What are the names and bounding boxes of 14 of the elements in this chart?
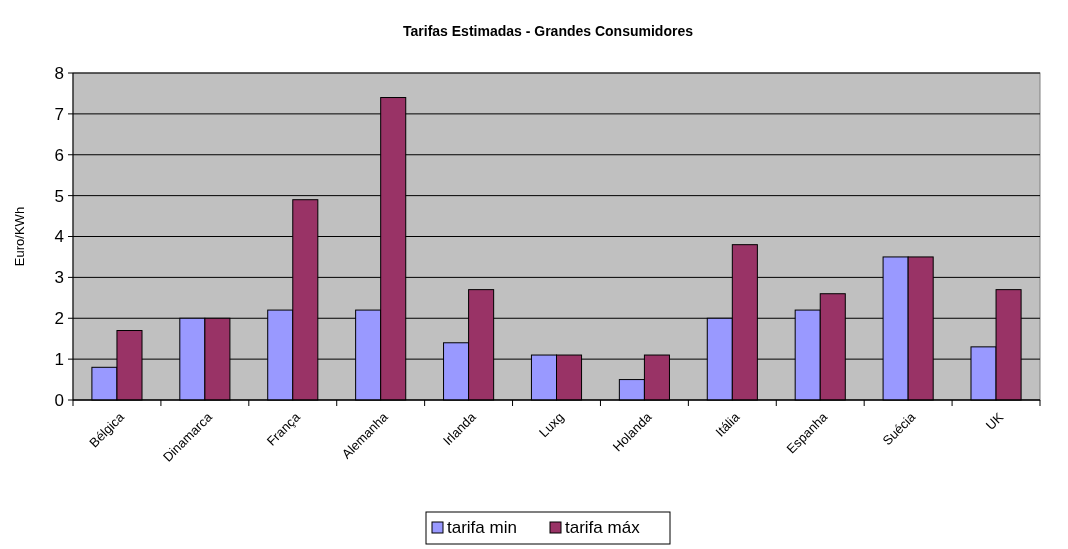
y-tick-label: 8: [54, 63, 64, 83]
y-tick-label: 5: [54, 186, 64, 206]
y-tick-label: 3: [54, 268, 64, 288]
y-tick-label: 7: [54, 104, 64, 124]
y-tick-label: 2: [54, 309, 64, 329]
x-tick-label: UK: [982, 409, 1007, 433]
y-tick-label: 1: [54, 350, 64, 370]
y-axis-title: Euro/KWh: [12, 206, 27, 267]
legend-label: tarifa min: [447, 518, 517, 537]
legend-label: tarifa máx: [565, 518, 641, 537]
chart-title: Tarifas Estimadas - Grandes Consumidores: [403, 23, 694, 39]
y-tick-label: 6: [54, 145, 64, 165]
y-tick-label: 0: [54, 390, 64, 410]
y-tick-label: 4: [54, 227, 64, 247]
